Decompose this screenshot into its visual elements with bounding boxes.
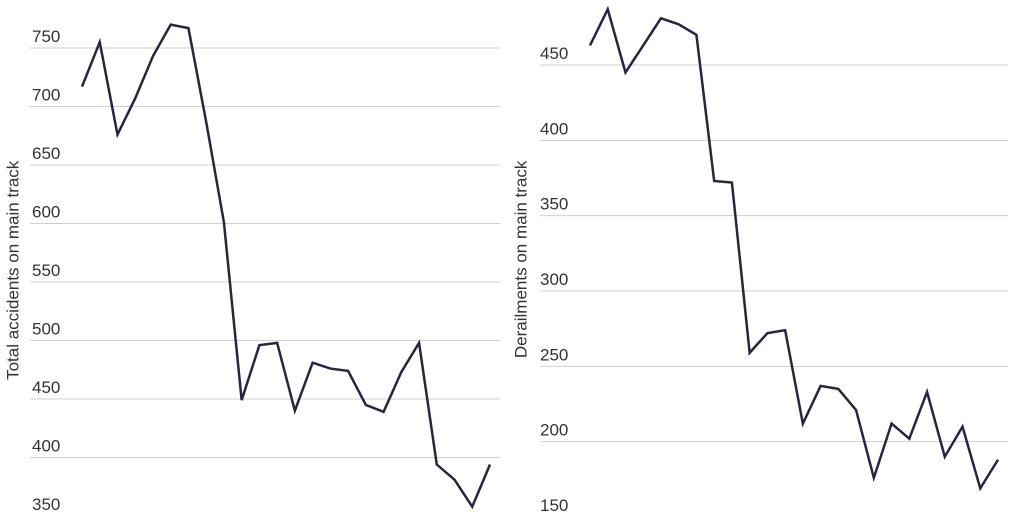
y-tick-label: 750 (32, 27, 60, 46)
y-tick-label: 350 (32, 495, 60, 512)
y-tick-label: 150 (540, 496, 568, 512)
y-axis-title: Derailments on main track (511, 160, 530, 358)
y-tick-label: 650 (32, 144, 60, 163)
line-series (80, 23, 492, 510)
y-tick-label: 350 (540, 195, 568, 214)
y-tick-label: 600 (32, 203, 60, 222)
y-tick-label: 550 (32, 261, 60, 280)
y-tick-label: 200 (540, 421, 568, 440)
y-axis-title: Total accidents on main track (3, 160, 22, 380)
y-tick-label: 300 (540, 270, 568, 289)
y-tick-label: 450 (540, 44, 568, 63)
y-tick-label: 500 (32, 320, 60, 339)
y-tick-label: 400 (540, 119, 568, 138)
line-series (588, 5, 1000, 492)
y-tick-label: 700 (32, 86, 60, 105)
y-tick-label: 250 (540, 345, 568, 364)
y-tick-label: 450 (32, 378, 60, 397)
y-tick-label: 400 (32, 437, 60, 456)
